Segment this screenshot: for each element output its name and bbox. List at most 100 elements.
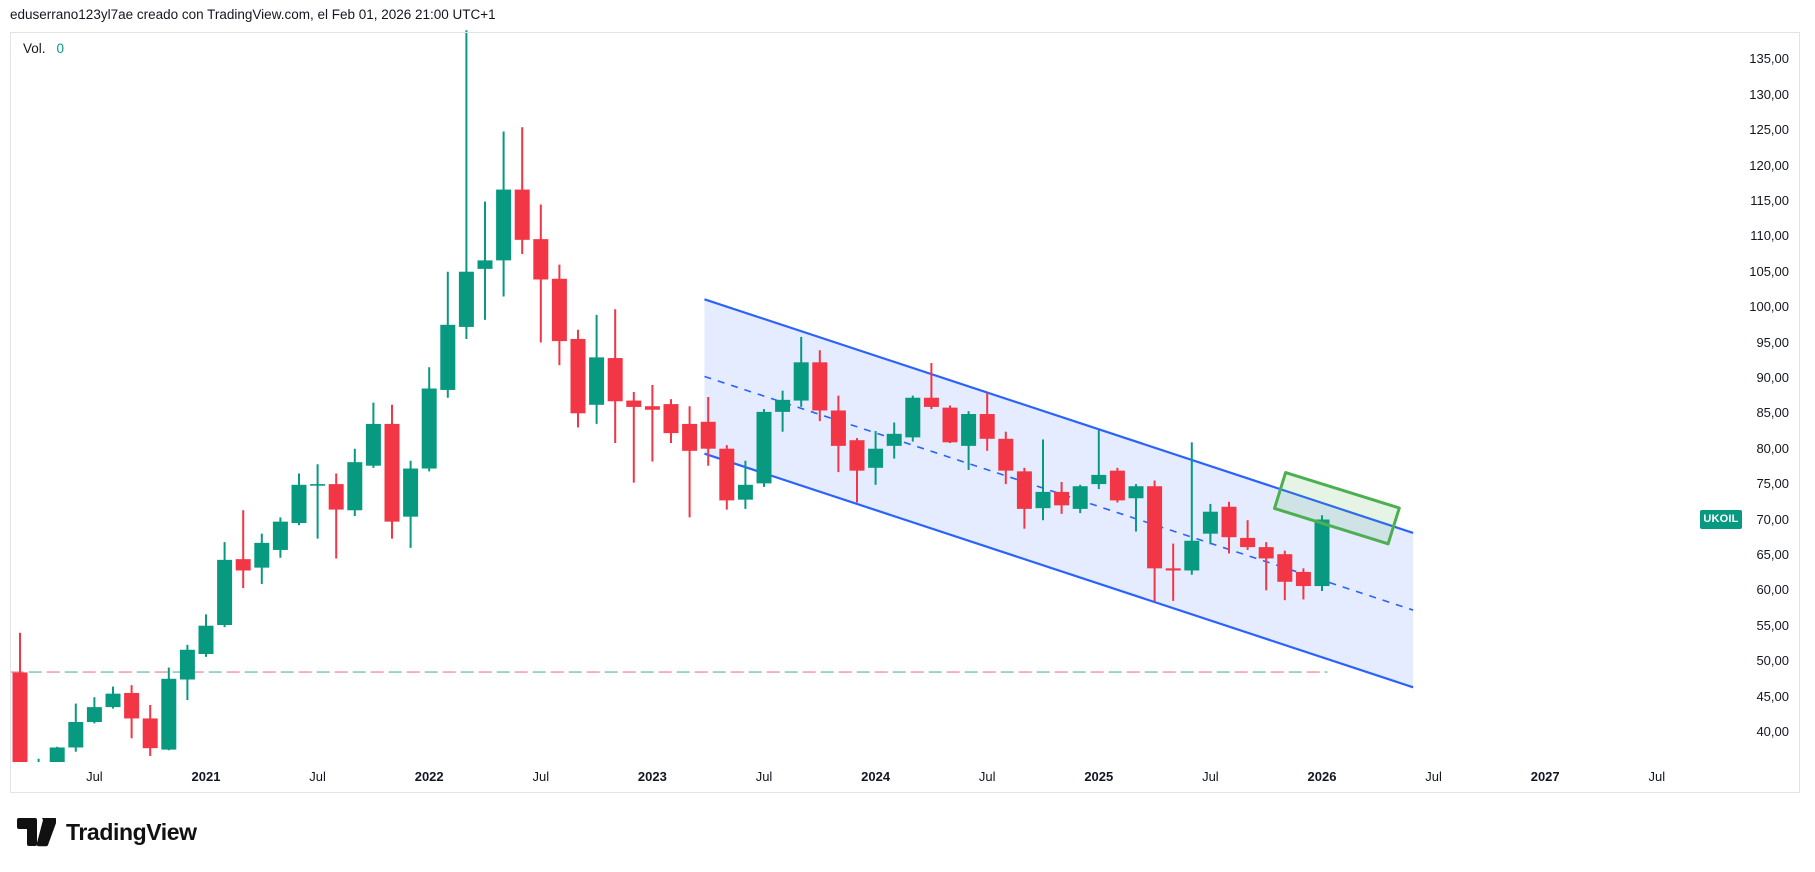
plot-area[interactable] <box>11 30 1414 872</box>
tradingview-logo-icon <box>17 818 56 847</box>
candle-2024-04[interactable] <box>923 363 939 410</box>
time-tick-2021: 2021 <box>191 769 221 784</box>
time-tick-Jul: Jul <box>1648 769 1666 784</box>
price-tick-40: 40,00 <box>1756 723 1789 739</box>
candle-2020-05[interactable] <box>49 746 65 838</box>
price-tick-70: 70,00 <box>1756 511 1789 527</box>
price-tick-75: 75,00 <box>1756 476 1789 492</box>
candle-2021-06[interactable] <box>291 473 307 526</box>
price-tick-115: 115,00 <box>1750 192 1789 208</box>
time-tick-2022: 2022 <box>414 769 444 784</box>
candle-2020-09[interactable] <box>124 685 140 739</box>
candle-2023-03[interactable] <box>682 406 698 518</box>
highlight-box-drawing[interactable] <box>1273 471 1401 546</box>
candle-2022-05[interactable] <box>496 131 512 297</box>
candle-2022-06[interactable] <box>514 127 530 254</box>
candle-2023-04[interactable] <box>700 397 716 466</box>
candle-2021-10[interactable] <box>365 402 381 468</box>
candle-2023-07[interactable] <box>756 409 772 487</box>
candle-2022-03[interactable] <box>458 30 474 339</box>
candle-2024-10[interactable] <box>1035 439 1051 521</box>
time-tick-Jul: Jul <box>532 769 550 784</box>
time-tick-Jul: Jul <box>1425 769 1442 784</box>
candle-2025-11[interactable] <box>1277 550 1293 601</box>
candle-2020-08[interactable] <box>105 686 121 709</box>
price-tick-90: 90,00 <box>1756 369 1789 385</box>
candle-2022-01[interactable] <box>421 367 437 472</box>
candle-2023-08[interactable] <box>775 390 791 432</box>
price-tick-125: 125,00 <box>1749 122 1789 138</box>
candle-2021-04[interactable] <box>254 533 270 584</box>
candle-2023-06[interactable] <box>737 460 753 509</box>
candle-2023-09[interactable] <box>793 336 809 407</box>
candle-2021-01[interactable] <box>198 614 214 657</box>
candle-2024-12[interactable] <box>1072 484 1088 514</box>
candle-2023-02[interactable] <box>663 399 679 444</box>
candle-2023-05[interactable] <box>719 445 735 510</box>
candle-2020-06[interactable] <box>68 703 84 752</box>
candle-2021-08[interactable] <box>328 473 344 559</box>
price-tick-65: 65,00 <box>1756 546 1789 562</box>
candle-2025-05[interactable] <box>1165 543 1181 601</box>
candle-2020-12[interactable] <box>179 644 195 701</box>
candle-2020-04[interactable] <box>31 758 46 872</box>
price-tick-130: 130,00 <box>1749 86 1789 102</box>
candle-2022-07[interactable] <box>533 204 549 343</box>
candle-2024-02[interactable] <box>886 422 902 459</box>
candle-2025-09[interactable] <box>1240 520 1256 550</box>
candle-2024-07[interactable] <box>979 392 995 451</box>
tradingview-branding[interactable]: TradingView <box>16 818 197 847</box>
tradingview-logo-text: TradingView <box>66 819 197 845</box>
time-tick-Jul: Jul <box>86 769 103 784</box>
candle-2023-10[interactable] <box>812 350 828 422</box>
candle-2020-11[interactable] <box>161 667 177 751</box>
candle-2020-10[interactable] <box>142 704 158 756</box>
candle-2021-07[interactable] <box>310 464 326 539</box>
candle-2025-12[interactable] <box>1295 568 1311 600</box>
volume-label: Vol. <box>23 41 46 56</box>
candle-2025-03[interactable] <box>1128 484 1144 532</box>
candle-2022-04[interactable] <box>477 201 493 320</box>
candle-2021-11[interactable] <box>384 404 400 539</box>
candle-2024-11[interactable] <box>1054 481 1070 514</box>
candle-2021-12[interactable] <box>403 460 419 548</box>
candle-2021-02[interactable] <box>217 542 233 628</box>
price-tick-120: 120,00 <box>1749 157 1789 173</box>
time-tick-Jul: Jul <box>755 769 773 784</box>
candle-2024-03[interactable] <box>905 395 921 442</box>
candle-2024-08[interactable] <box>998 431 1014 485</box>
candle-2025-08[interactable] <box>1221 501 1237 554</box>
candle-2021-03[interactable] <box>235 510 251 589</box>
candle-2020-03[interactable] <box>12 632 28 862</box>
candle-2021-09[interactable] <box>347 448 363 516</box>
chart-attribution: eduserrano123yl7ae creado con TradingVie… <box>10 7 496 22</box>
candle-2025-10[interactable] <box>1258 542 1274 591</box>
time-tick-2025: 2025 <box>1084 769 1114 784</box>
candle-2024-09[interactable] <box>1016 467 1032 529</box>
candle-2022-02[interactable] <box>440 271 456 398</box>
candle-2026-01[interactable] <box>1314 515 1330 592</box>
volume-indicator: Vol. 0 <box>23 41 64 56</box>
candle-2025-07[interactable] <box>1202 503 1218 545</box>
candle-2022-12[interactable] <box>626 392 642 483</box>
candle-2023-11[interactable] <box>830 395 846 473</box>
candle-2024-01[interactable] <box>868 431 884 485</box>
candle-2025-02[interactable] <box>1109 467 1125 503</box>
candle-2024-05[interactable] <box>942 405 958 444</box>
candle-2025-01[interactable] <box>1091 430 1107 490</box>
time-tick-2027: 2027 <box>1530 769 1560 784</box>
candle-2020-07[interactable] <box>86 697 102 724</box>
candle-2021-05[interactable] <box>272 517 288 558</box>
candle-2023-12[interactable] <box>849 438 865 503</box>
candle-2023-01[interactable] <box>644 384 660 462</box>
candle-2022-11[interactable] <box>607 309 623 444</box>
candle-2022-10[interactable] <box>589 314 605 424</box>
candle-2025-04[interactable] <box>1147 480 1163 602</box>
candle-2022-09[interactable] <box>570 329 586 428</box>
candle-2024-06[interactable] <box>961 411 977 470</box>
candle-2025-06[interactable] <box>1184 442 1200 575</box>
symbol-price-badge: UKOIL <box>1700 510 1742 529</box>
candle-2022-08[interactable] <box>551 264 567 366</box>
